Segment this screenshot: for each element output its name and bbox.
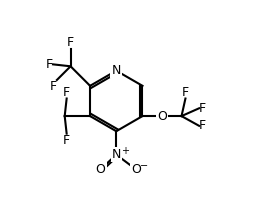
Text: N: N (112, 64, 121, 77)
Text: −: − (140, 161, 148, 171)
Text: F: F (46, 58, 53, 71)
Text: O: O (157, 109, 167, 123)
Text: +: + (121, 146, 129, 156)
Text: F: F (67, 36, 74, 49)
Text: O: O (96, 163, 106, 176)
Text: F: F (63, 86, 70, 99)
Text: N: N (112, 148, 121, 161)
Text: F: F (182, 86, 189, 99)
Text: F: F (50, 80, 57, 93)
Text: O: O (131, 163, 141, 176)
Text: F: F (199, 102, 206, 115)
Text: F: F (63, 134, 70, 147)
Text: F: F (199, 119, 206, 132)
